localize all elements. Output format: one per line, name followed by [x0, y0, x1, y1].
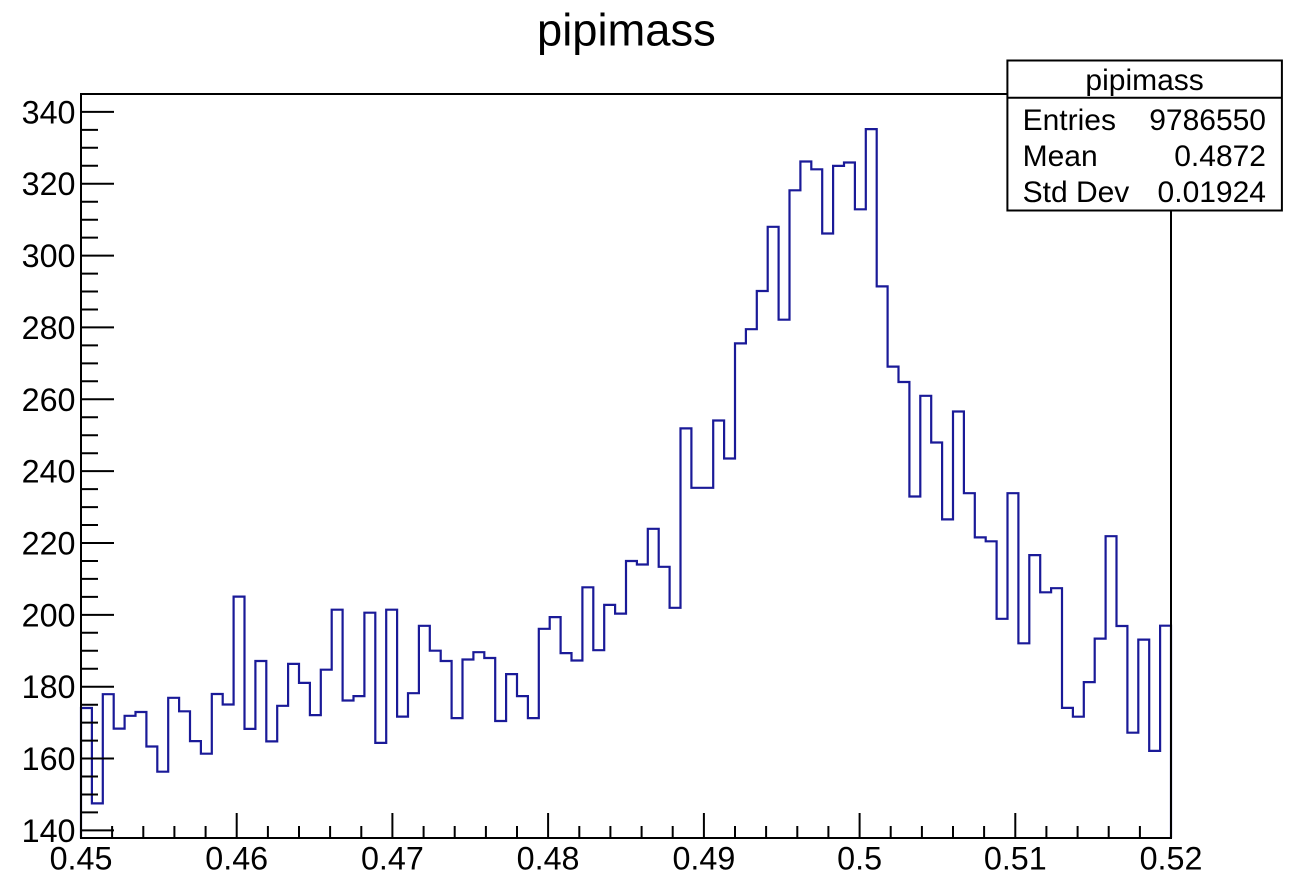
svg-text:Std Dev: Std Dev	[1023, 176, 1130, 209]
svg-text:0.46: 0.46	[205, 840, 268, 876]
svg-text:0.5: 0.5	[837, 840, 882, 876]
svg-text:140: 140	[22, 813, 76, 849]
svg-text:180: 180	[22, 669, 76, 705]
svg-text:160: 160	[22, 741, 76, 777]
svg-text:0.47: 0.47	[361, 840, 424, 876]
svg-text:300: 300	[22, 238, 76, 274]
svg-text:9786550: 9786550	[1149, 104, 1266, 137]
svg-text:0.49: 0.49	[672, 840, 735, 876]
svg-text:260: 260	[22, 382, 76, 418]
svg-text:240: 240	[22, 454, 76, 490]
svg-text:200: 200	[22, 597, 76, 633]
svg-text:0.48: 0.48	[517, 840, 580, 876]
svg-text:0.51: 0.51	[984, 840, 1047, 876]
svg-text:0.4872: 0.4872	[1174, 140, 1266, 173]
svg-text:0.52: 0.52	[1140, 840, 1203, 876]
svg-text:0.01924: 0.01924	[1158, 176, 1266, 209]
svg-text:220: 220	[22, 526, 76, 562]
svg-text:0.45: 0.45	[50, 840, 113, 876]
svg-text:340: 340	[22, 94, 76, 130]
svg-text:pipimass: pipimass	[537, 4, 716, 55]
svg-text:280: 280	[22, 310, 76, 346]
svg-text:Entries: Entries	[1023, 104, 1116, 137]
svg-text:320: 320	[22, 166, 76, 202]
svg-text:pipimass: pipimass	[1085, 64, 1203, 97]
svg-text:Mean: Mean	[1023, 140, 1098, 173]
